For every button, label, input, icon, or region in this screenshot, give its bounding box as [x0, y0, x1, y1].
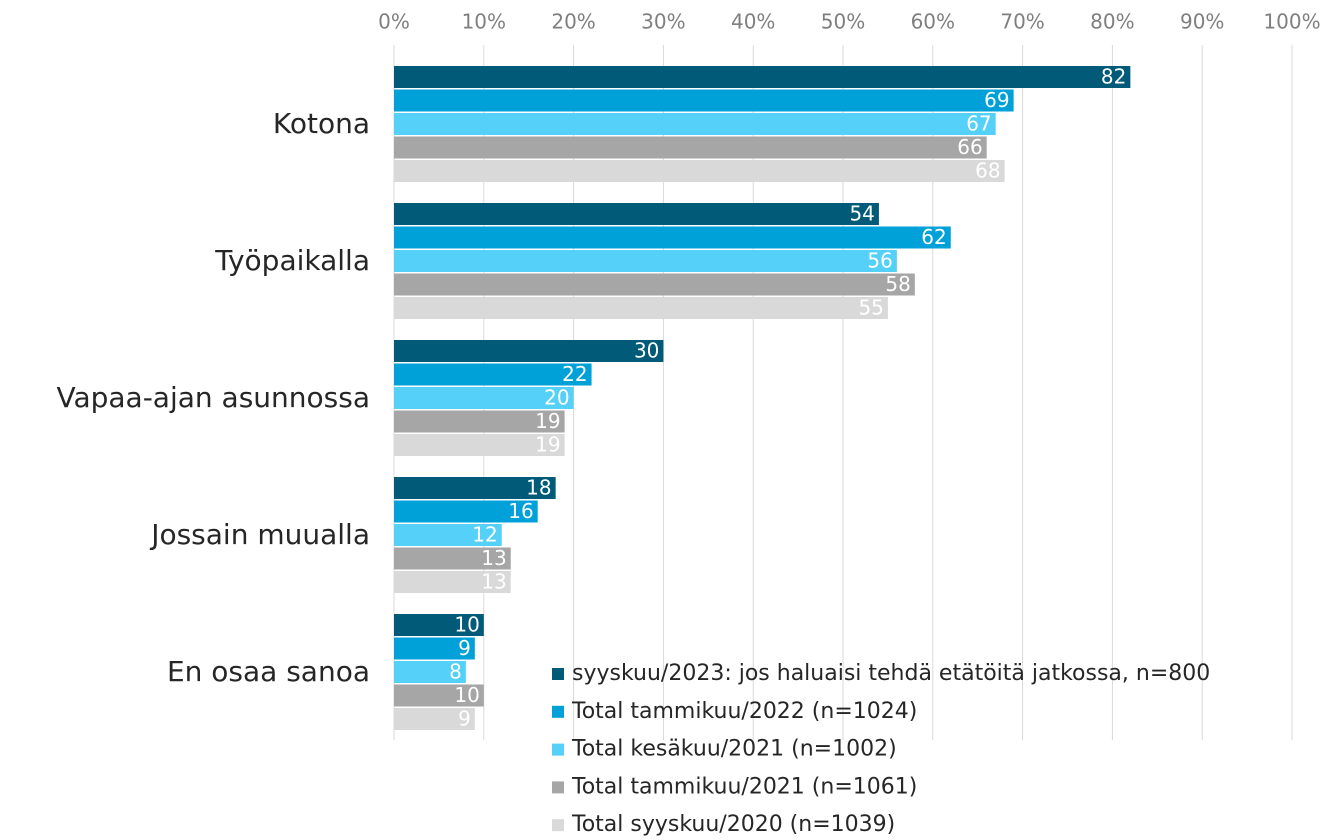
value-label: 13	[481, 570, 506, 594]
x-tick-label: 50%	[821, 10, 865, 34]
x-tick-label: 20%	[551, 10, 595, 34]
value-label: 16	[508, 499, 533, 523]
value-label: 62	[921, 225, 946, 249]
value-label: 8	[449, 660, 462, 684]
value-label: 30	[634, 339, 659, 363]
bar	[394, 500, 538, 523]
bar	[394, 661, 466, 683]
value-label: 18	[526, 476, 551, 500]
value-label: 13	[481, 546, 506, 570]
category-label: Vapaa-ajan asunnossa	[56, 381, 370, 414]
bar	[394, 226, 951, 249]
x-tick-label: 40%	[731, 10, 775, 34]
category-label: Jossain muualla	[149, 518, 370, 551]
bar	[394, 113, 996, 135]
x-tick-label: 80%	[1090, 10, 1134, 34]
value-label: 68	[975, 159, 1000, 183]
x-tick-label: 90%	[1180, 10, 1224, 34]
legend-swatch	[552, 705, 564, 718]
bar	[394, 387, 574, 409]
bar	[394, 136, 987, 159]
legend-swatch	[552, 743, 564, 756]
bar	[394, 477, 556, 499]
legend-label: Total kesäkuu/2021 (n=1002)	[571, 737, 897, 762]
x-tick-label: 60%	[911, 10, 955, 34]
bar	[394, 571, 511, 593]
bar	[394, 547, 511, 570]
bar	[394, 273, 915, 296]
bar	[394, 160, 1005, 182]
legend-swatch	[552, 819, 564, 832]
value-label: 9	[458, 636, 471, 660]
bar	[394, 363, 592, 386]
legend-swatch	[552, 781, 564, 794]
bar	[394, 250, 897, 272]
value-label: 20	[544, 386, 569, 410]
bar	[394, 410, 565, 433]
value-label: 19	[535, 409, 560, 433]
bar	[394, 434, 565, 456]
value-label: 22	[562, 362, 587, 386]
x-tick-label: 70%	[1000, 10, 1044, 34]
bar	[394, 684, 484, 707]
legend-label: syyskuu/2023: jos haluaisi tehdä etätöit…	[572, 661, 1210, 686]
value-label: 10	[454, 613, 479, 637]
x-tick-label: 10%	[462, 10, 506, 34]
bar	[394, 297, 888, 319]
value-label: 66	[957, 135, 982, 159]
legend-label: Total tammikuu/2022 (n=1024)	[571, 699, 917, 724]
category-label: En osaa sanoa	[167, 655, 370, 688]
value-label: 10	[454, 683, 479, 707]
value-label: 19	[535, 433, 560, 457]
category-label: Kotona	[273, 107, 370, 140]
value-label: 55	[858, 296, 883, 320]
value-label: 9	[458, 707, 471, 731]
bar	[394, 524, 502, 546]
value-label: 82	[1101, 65, 1126, 89]
bar	[394, 708, 475, 730]
legend-swatch	[552, 668, 564, 680]
bar	[394, 637, 475, 660]
x-tick-label: 30%	[641, 10, 685, 34]
category-label: Työpaikalla	[214, 244, 370, 277]
bar	[394, 89, 1014, 112]
value-label: 56	[867, 249, 892, 273]
value-label: 67	[966, 112, 991, 136]
bar	[394, 340, 664, 362]
value-label: 12	[472, 523, 497, 547]
x-tick-label: 100%	[1263, 10, 1320, 34]
value-label: 58	[885, 272, 910, 296]
bar	[394, 203, 879, 225]
value-label: 69	[984, 88, 1009, 112]
legend-label: Total tammikuu/2021 (n=1061)	[571, 774, 917, 799]
legend-label: Total syyskuu/2020 (n=1039)	[571, 812, 895, 837]
value-label: 54	[849, 202, 874, 226]
bar	[394, 614, 484, 636]
bar	[394, 66, 1131, 88]
x-tick-label: 0%	[378, 10, 410, 34]
